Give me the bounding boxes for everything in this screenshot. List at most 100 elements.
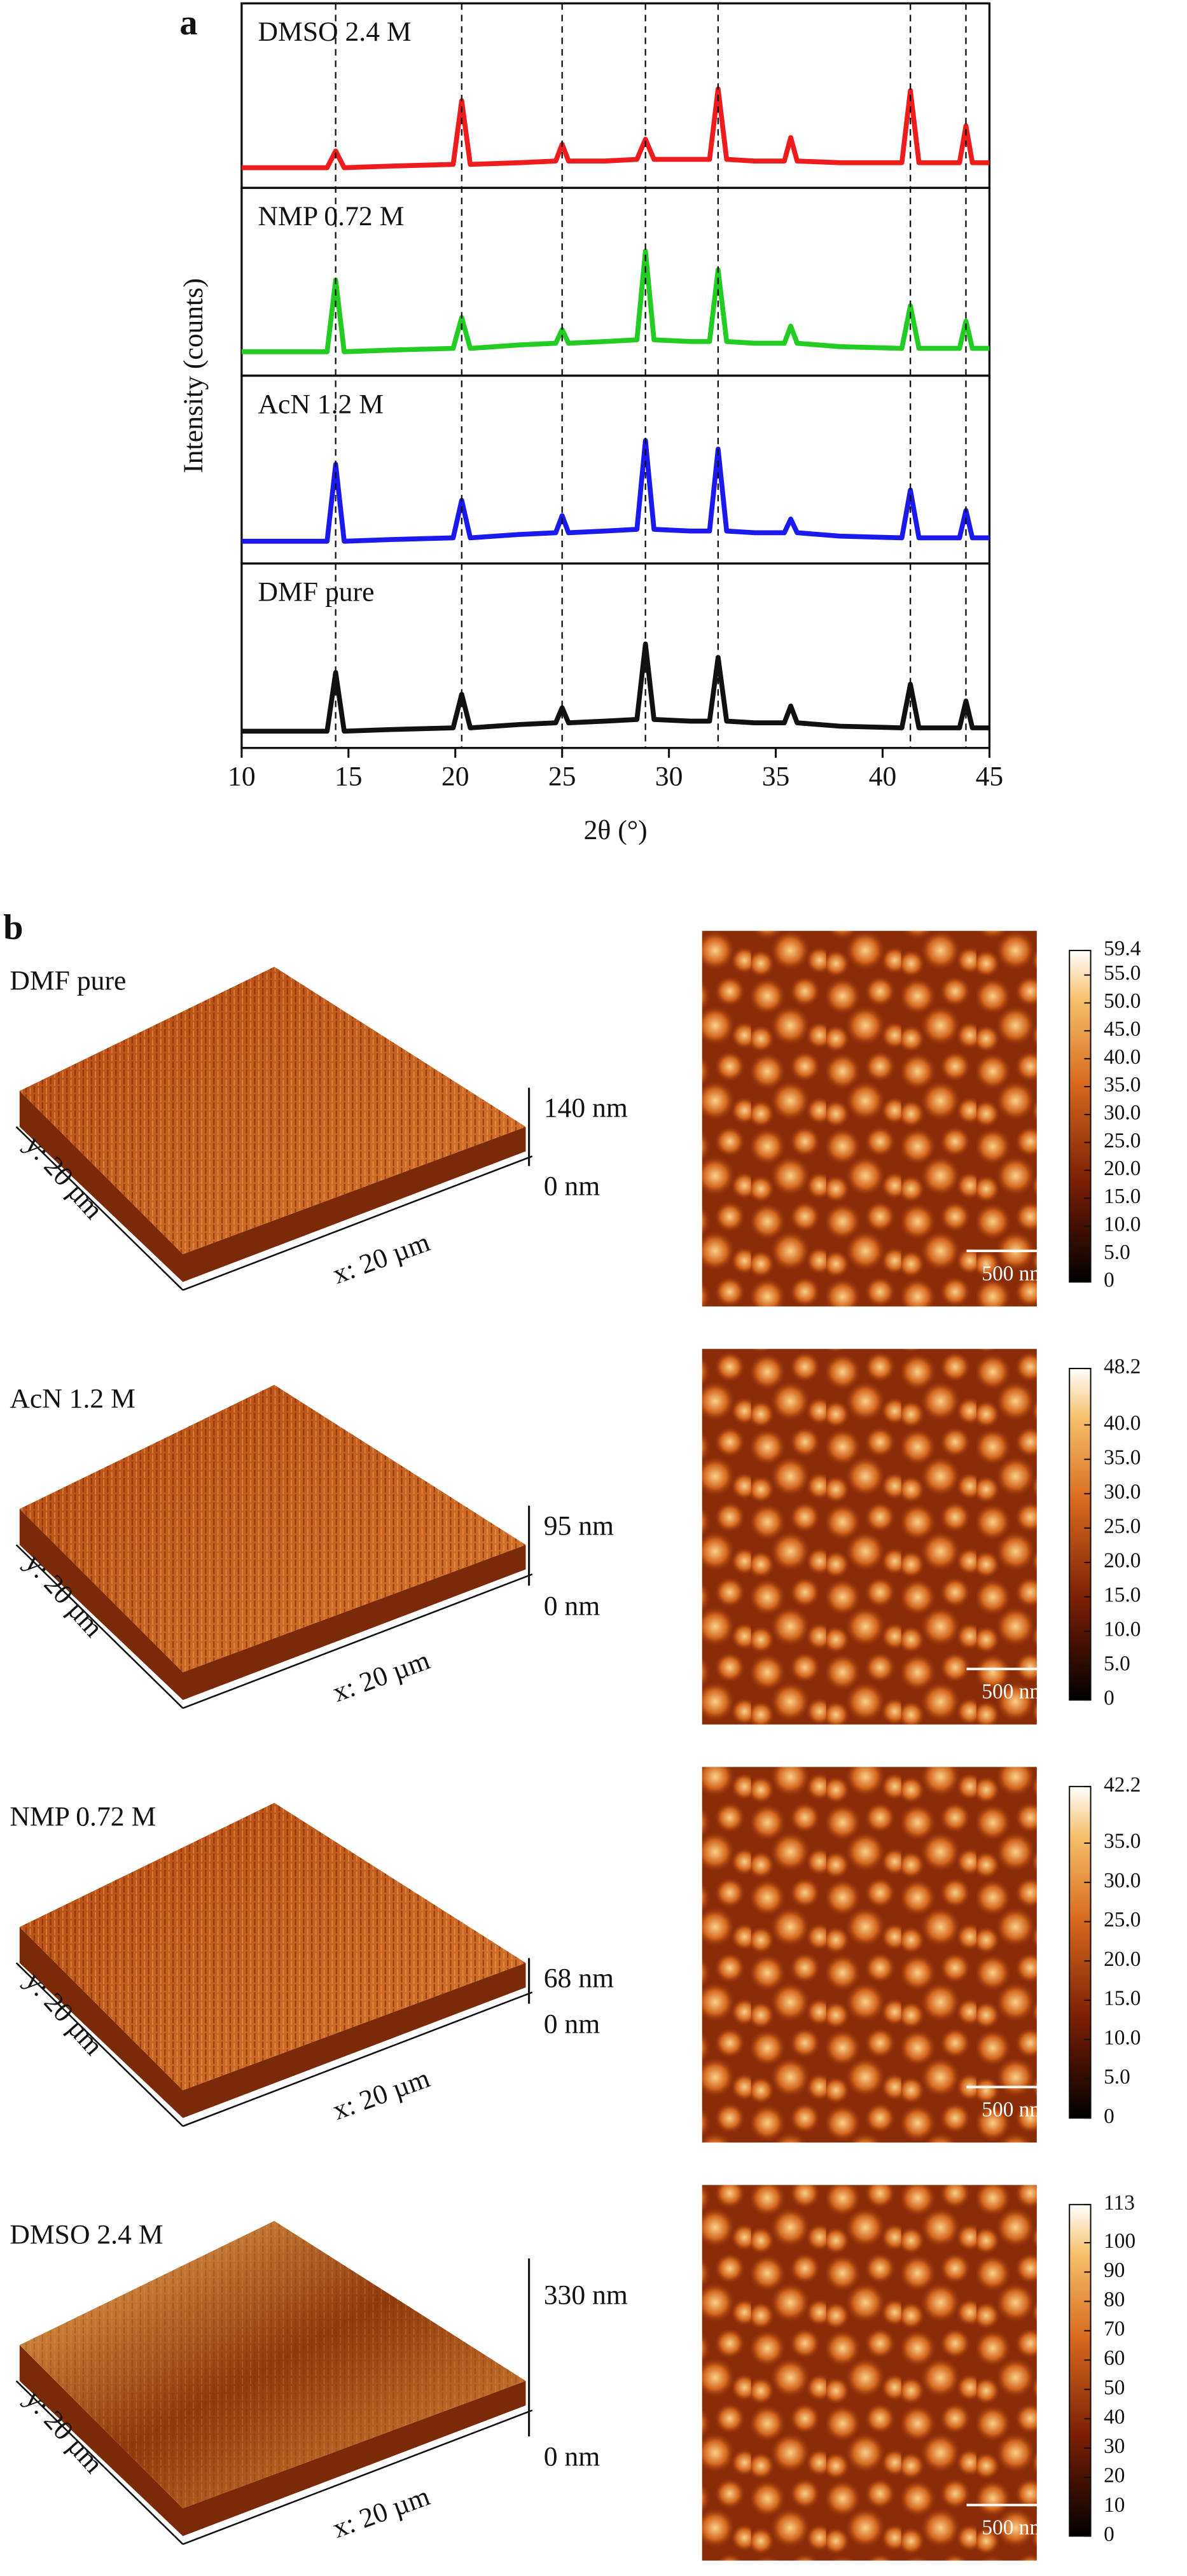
y-axis-label: Intensity (counts) — [178, 278, 209, 473]
colorbar-tick-label: 90 — [1104, 2259, 1125, 2282]
subplot-label: AcN 1.2 M — [258, 389, 384, 419]
colorbar-tick-label: 59.4 — [1104, 937, 1141, 961]
surface-side — [19, 1090, 526, 1283]
surface-side — [19, 1508, 526, 1701]
xrd-line — [241, 438, 990, 544]
colorbar-tick-label: 15.0 — [1104, 1987, 1141, 2010]
afm-image — [702, 2185, 1037, 2561]
xrd-line — [241, 248, 990, 354]
sample-label: DMSO 2.4 M — [10, 2220, 163, 2250]
colorbar-tick-label: 40 — [1104, 2405, 1125, 2428]
afm-image — [702, 931, 1037, 1307]
z-min-label: 0 nm — [544, 1171, 600, 1202]
colorbar-tick-label: 30.0 — [1104, 1101, 1141, 1125]
colorbar-tick-label: 55.0 — [1104, 961, 1141, 985]
colorbar — [1069, 1786, 1092, 2119]
colorbar-tick-label: 30.0 — [1104, 1869, 1141, 1892]
x-tick-label: 45 — [976, 761, 1004, 791]
colorbar-tick-label: 20.0 — [1104, 1947, 1141, 1971]
colorbar-tick-label: 25.0 — [1104, 1514, 1141, 1538]
panel-label: a — [179, 3, 197, 43]
y-axis-line — [15, 2380, 184, 2545]
x-axis-line — [183, 1155, 533, 1291]
scale-bar-label: 500 nm — [982, 1262, 1046, 1285]
sample-label: DMF pure — [10, 965, 126, 996]
x-axis-label: x: 20 µm — [329, 1645, 434, 1708]
x-axis-label: 2θ (°) — [584, 815, 648, 846]
x-tick-label: 20 — [441, 761, 469, 791]
colorbar-tick-label: 10.0 — [1104, 1618, 1141, 1641]
colorbar-tick-label: 0 — [1104, 2105, 1114, 2128]
colorbar-tick-label: 20.0 — [1104, 1549, 1141, 1573]
x-axis-line — [183, 1991, 533, 2127]
y-axis-line — [15, 1126, 184, 1291]
surface-side — [19, 2344, 526, 2537]
colorbar-tick-label: 0 — [1104, 1269, 1114, 1292]
colorbar-tick-label: 25.0 — [1104, 1129, 1141, 1152]
colorbar-tick-label: 20.0 — [1104, 1157, 1141, 1180]
x-tick-label: 15 — [335, 761, 363, 791]
scale-bar-label: 500 nm — [982, 1680, 1046, 1703]
afm-image — [702, 1767, 1037, 2143]
colorbar-tick-label: 113 — [1104, 2191, 1135, 2215]
z-max-label: 140 nm — [544, 1093, 628, 1124]
colorbar-tick-label: 15.0 — [1104, 1584, 1141, 1607]
surface-texture — [19, 1802, 526, 2091]
sample-label: AcN 1.2 M — [10, 1383, 135, 1414]
colorbar-tick-label: 0 — [1104, 2523, 1114, 2546]
colorbar-tick-label: 35.0 — [1104, 1830, 1141, 1853]
surface-side — [19, 1926, 526, 2119]
colorbar — [1069, 949, 1092, 1283]
colorbar-tick-label: 5.0 — [1104, 1241, 1130, 1264]
colorbar-tick-label: 40.0 — [1104, 1045, 1141, 1069]
surface-texture — [19, 1384, 526, 1673]
colorbar-tick-label: 35.0 — [1104, 1445, 1141, 1469]
y-axis-line — [15, 1544, 184, 1709]
surface-texture — [19, 2220, 526, 2509]
sample-label: NMP 0.72 M — [10, 1801, 156, 1832]
x-axis-label: x: 20 µm — [329, 2063, 434, 2126]
colorbar-tick-label: 5.0 — [1104, 2065, 1130, 2089]
colorbar-tick-label: 60 — [1104, 2346, 1125, 2370]
z-max-label: 330 nm — [544, 2280, 628, 2311]
panel-label: b — [3, 908, 23, 947]
colorbar-tick-label: 5.0 — [1104, 1652, 1130, 1676]
x-axis-label: x: 20 µm — [329, 2481, 434, 2544]
colorbar-tick-label: 45.0 — [1104, 1017, 1141, 1041]
xrd-line — [241, 641, 990, 734]
colorbar — [1069, 2204, 1092, 2537]
colorbar-tick-label: 80 — [1104, 2288, 1125, 2311]
subplot-label: DMSO 2.4 M — [258, 17, 412, 47]
colorbar-tick-label: 70 — [1104, 2317, 1125, 2341]
z-max-label: 68 nm — [544, 1963, 614, 1994]
x-tick-label: 35 — [762, 761, 790, 791]
colorbar-tick-label: 10.0 — [1104, 1213, 1141, 1236]
x-axis-line — [183, 1573, 533, 1709]
subplot-label: NMP 0.72 M — [258, 201, 405, 232]
colorbar-tick-label: 30 — [1104, 2435, 1125, 2458]
colorbar-tick-label: 35.0 — [1104, 1073, 1141, 1097]
colorbar-tick-label: 42.2 — [1104, 1773, 1141, 1797]
colorbar-tick-label: 100 — [1104, 2229, 1135, 2253]
y-axis-line — [15, 1962, 184, 2127]
x-tick-label: 40 — [869, 761, 897, 791]
colorbar-tick-label: 50 — [1104, 2376, 1125, 2399]
x-tick-label: 10 — [228, 761, 256, 791]
z-max-label: 95 nm — [544, 1511, 614, 1542]
colorbar-tick-label: 0 — [1104, 1687, 1114, 1710]
colorbar-tick-label: 40.0 — [1104, 1411, 1141, 1435]
xrd-line — [241, 86, 990, 171]
subplot-frame — [240, 562, 991, 749]
colorbar-tick-label: 30.0 — [1104, 1480, 1141, 1503]
colorbar-tick-label: 25.0 — [1104, 1908, 1141, 1932]
colorbar-tick-label: 50.0 — [1104, 989, 1141, 1013]
subplot-label: DMF pure — [258, 576, 375, 607]
x-tick-label: 25 — [548, 761, 576, 791]
colorbar-tick-label: 20 — [1104, 2464, 1125, 2488]
